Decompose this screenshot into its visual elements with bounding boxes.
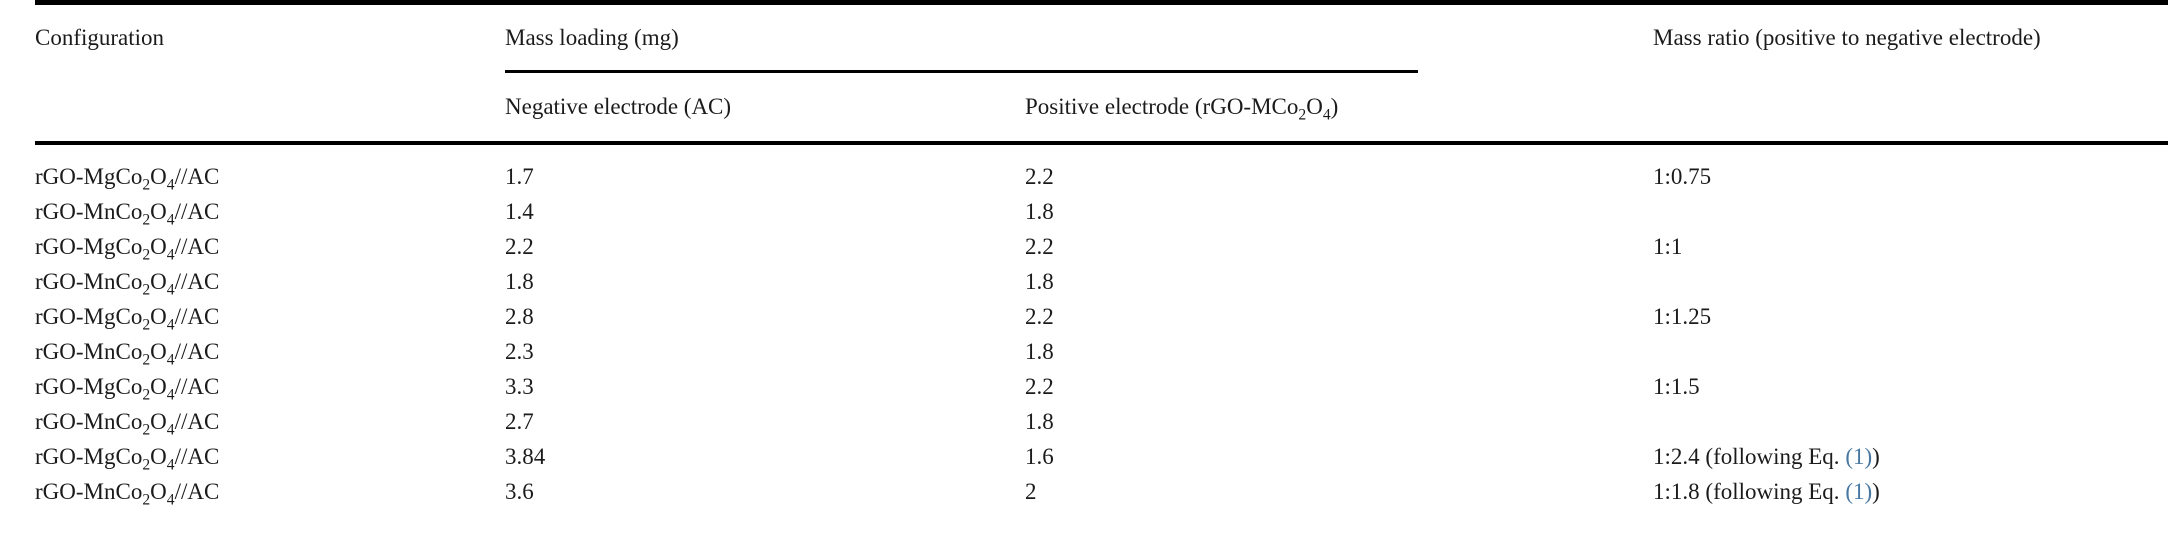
cell-negative-loading: 2.8 [505, 303, 534, 329]
cell-positive-loading: 2.2 [1025, 373, 1054, 399]
subscript: 4 [166, 386, 175, 404]
cell-positive-loading: 1.8 [1025, 198, 1054, 224]
subscript: 4 [166, 491, 175, 509]
subscript: 4 [166, 176, 175, 194]
cell-mass-ratio [1653, 334, 2168, 369]
col-header-mass-loading-group: Mass loading (mg) [505, 3, 1653, 73]
mass-loading-group-label: Mass loading (mg) [505, 25, 679, 50]
cell-mass-ratio [1653, 404, 2168, 439]
cell-negative-loading: 3.84 [505, 443, 546, 469]
subscript: 2 [142, 211, 151, 229]
table-row: rGO-MgCo2O4//AC 1.7 2.2 1:0.75 [35, 143, 2168, 194]
subscript: 4 [166, 211, 175, 229]
mass-loading-underline-rule [505, 69, 1418, 73]
cell-configuration: rGO-MnCo2O4//AC [35, 338, 220, 369]
subscript: 4 [166, 316, 175, 334]
subscript: 4 [166, 246, 175, 264]
cell-configuration: rGO-MnCo2O4//AC [35, 198, 220, 229]
cell-configuration: rGO-MgCo2O4//AC [35, 443, 220, 474]
cell-configuration: rGO-MgCo2O4//AC [35, 233, 220, 264]
cell-positive-loading: 1.8 [1025, 408, 1054, 434]
cell-positive-loading: 2.2 [1025, 163, 1054, 189]
cell-positive-loading: 2.2 [1025, 303, 1054, 329]
cell-negative-loading: 3.6 [505, 478, 534, 504]
table-row: rGO-MgCo2O4//AC 3.84 1.6 1:2.4 (following E… [35, 439, 2168, 474]
table-row: rGO-MgCo2O4//AC 2.8 2.2 1:1.25 [35, 299, 2168, 334]
cell-configuration: rGO-MgCo2O4//AC [35, 163, 220, 194]
table-row: rGO-MgCo2O4//AC 2.2 2.2 1:1 [35, 229, 2168, 264]
cell-configuration: rGO-MnCo2O4//AC [35, 408, 220, 439]
cell-negative-loading: 2.3 [505, 338, 534, 364]
subscript: 2 [142, 281, 151, 299]
cell-positive-loading: 2 [1025, 478, 1037, 504]
equation-link[interactable]: (1) [1845, 478, 1873, 504]
header-sub-row: Negative electrode (AC) Positive electro… [35, 72, 2168, 145]
table-row: rGO-MnCo2O4//AC 1.8 1.8 [35, 264, 2168, 299]
col-header-configuration: Configuration [35, 2, 505, 145]
cell-negative-loading: 2.2 [505, 233, 534, 259]
header-group-row: Configuration Mass loading (mg) Mass rat… [35, 2, 2169, 145]
subscript: 2 [142, 386, 151, 404]
cell-positive-loading: 2.2 [1025, 233, 1054, 259]
subscript: 4 [166, 456, 175, 474]
cell-configuration: rGO-MnCo2O4//AC [35, 478, 220, 509]
subscript: 2 [142, 491, 151, 509]
table-header: Configuration Mass loading (mg) Mass rat… [35, 2, 2169, 145]
cell-mass-ratio: 1:1 [1653, 233, 1683, 259]
cell-negative-loading: 1.7 [505, 163, 534, 189]
subscript: 2 [1298, 106, 1307, 124]
cell-configuration: rGO-MgCo2O4//AC [35, 373, 220, 404]
cell-mass-ratio [1653, 264, 2168, 299]
cell-mass-ratio: 1:1.25 [1653, 303, 1712, 329]
subscript: 2 [142, 176, 151, 194]
col-header-negative-electrode: Negative electrode (AC) [505, 72, 1025, 145]
cell-mass-ratio: 1:0.75 [1653, 163, 1712, 189]
table-row: rGO-MnCo2O4//AC 3.6 2 1:1.8 (following Eq. … [35, 474, 2168, 509]
subscript: 2 [142, 456, 151, 474]
col-header-positive-electrode: Positive electrode (rGO-MCo2O4) [1025, 72, 1654, 145]
table-row: rGO-MnCo2O4//AC 2.7 1.8 [35, 404, 2168, 439]
cell-positive-loading: 1.8 [1025, 338, 1054, 364]
subscript: 4 [166, 351, 175, 369]
cell-negative-loading: 3.3 [505, 373, 534, 399]
cell-negative-loading: 1.8 [505, 268, 534, 294]
subscript: 2 [142, 351, 151, 369]
subscript: 2 [142, 421, 151, 439]
cell-mass-ratio: 1:2.4 (following Eq. (1)) [1653, 443, 1880, 469]
cell-positive-loading: 1.8 [1025, 268, 1054, 294]
subscript: 4 [166, 421, 175, 439]
subscript: 4 [166, 281, 175, 299]
cell-configuration: rGO-MgCo2O4//AC [35, 303, 220, 334]
cell-configuration: rGO-MnCo2O4//AC [35, 268, 220, 299]
subscript: 4 [1322, 106, 1331, 124]
table-body: rGO-MgCo2O4//AC 1.7 2.2 1:0.75 rGO-MnCo2O4//… [35, 143, 2168, 509]
electrode-mass-loading-table: Configuration Mass loading (mg) Mass rat… [35, 0, 2169, 509]
table-row: rGO-MgCo2O4//AC 3.3 2.2 1:1.5 [35, 369, 2168, 404]
cell-positive-loading: 1.6 [1025, 443, 1054, 469]
cell-negative-loading: 1.4 [505, 198, 534, 224]
cell-mass-ratio: 1:1.5 [1653, 373, 1700, 399]
subscript: 2 [142, 316, 151, 334]
equation-link[interactable]: (1) [1845, 443, 1873, 469]
subscript: 2 [142, 246, 151, 264]
cell-mass-ratio [1653, 194, 2168, 229]
table-row: rGO-MnCo2O4//AC 1.4 1.8 [35, 194, 2168, 229]
cell-mass-ratio: 1:1.8 (following Eq. (1)) [1653, 478, 1880, 504]
col-header-mass-ratio: Mass ratio (positive to negative electro… [1653, 2, 2169, 145]
table-row: rGO-MnCo2O4//AC 2.3 1.8 [35, 334, 2168, 369]
cell-negative-loading: 2.7 [505, 408, 534, 434]
